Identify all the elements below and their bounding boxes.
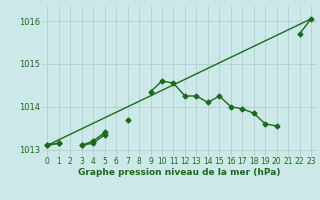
- X-axis label: Graphe pression niveau de la mer (hPa): Graphe pression niveau de la mer (hPa): [78, 168, 280, 177]
